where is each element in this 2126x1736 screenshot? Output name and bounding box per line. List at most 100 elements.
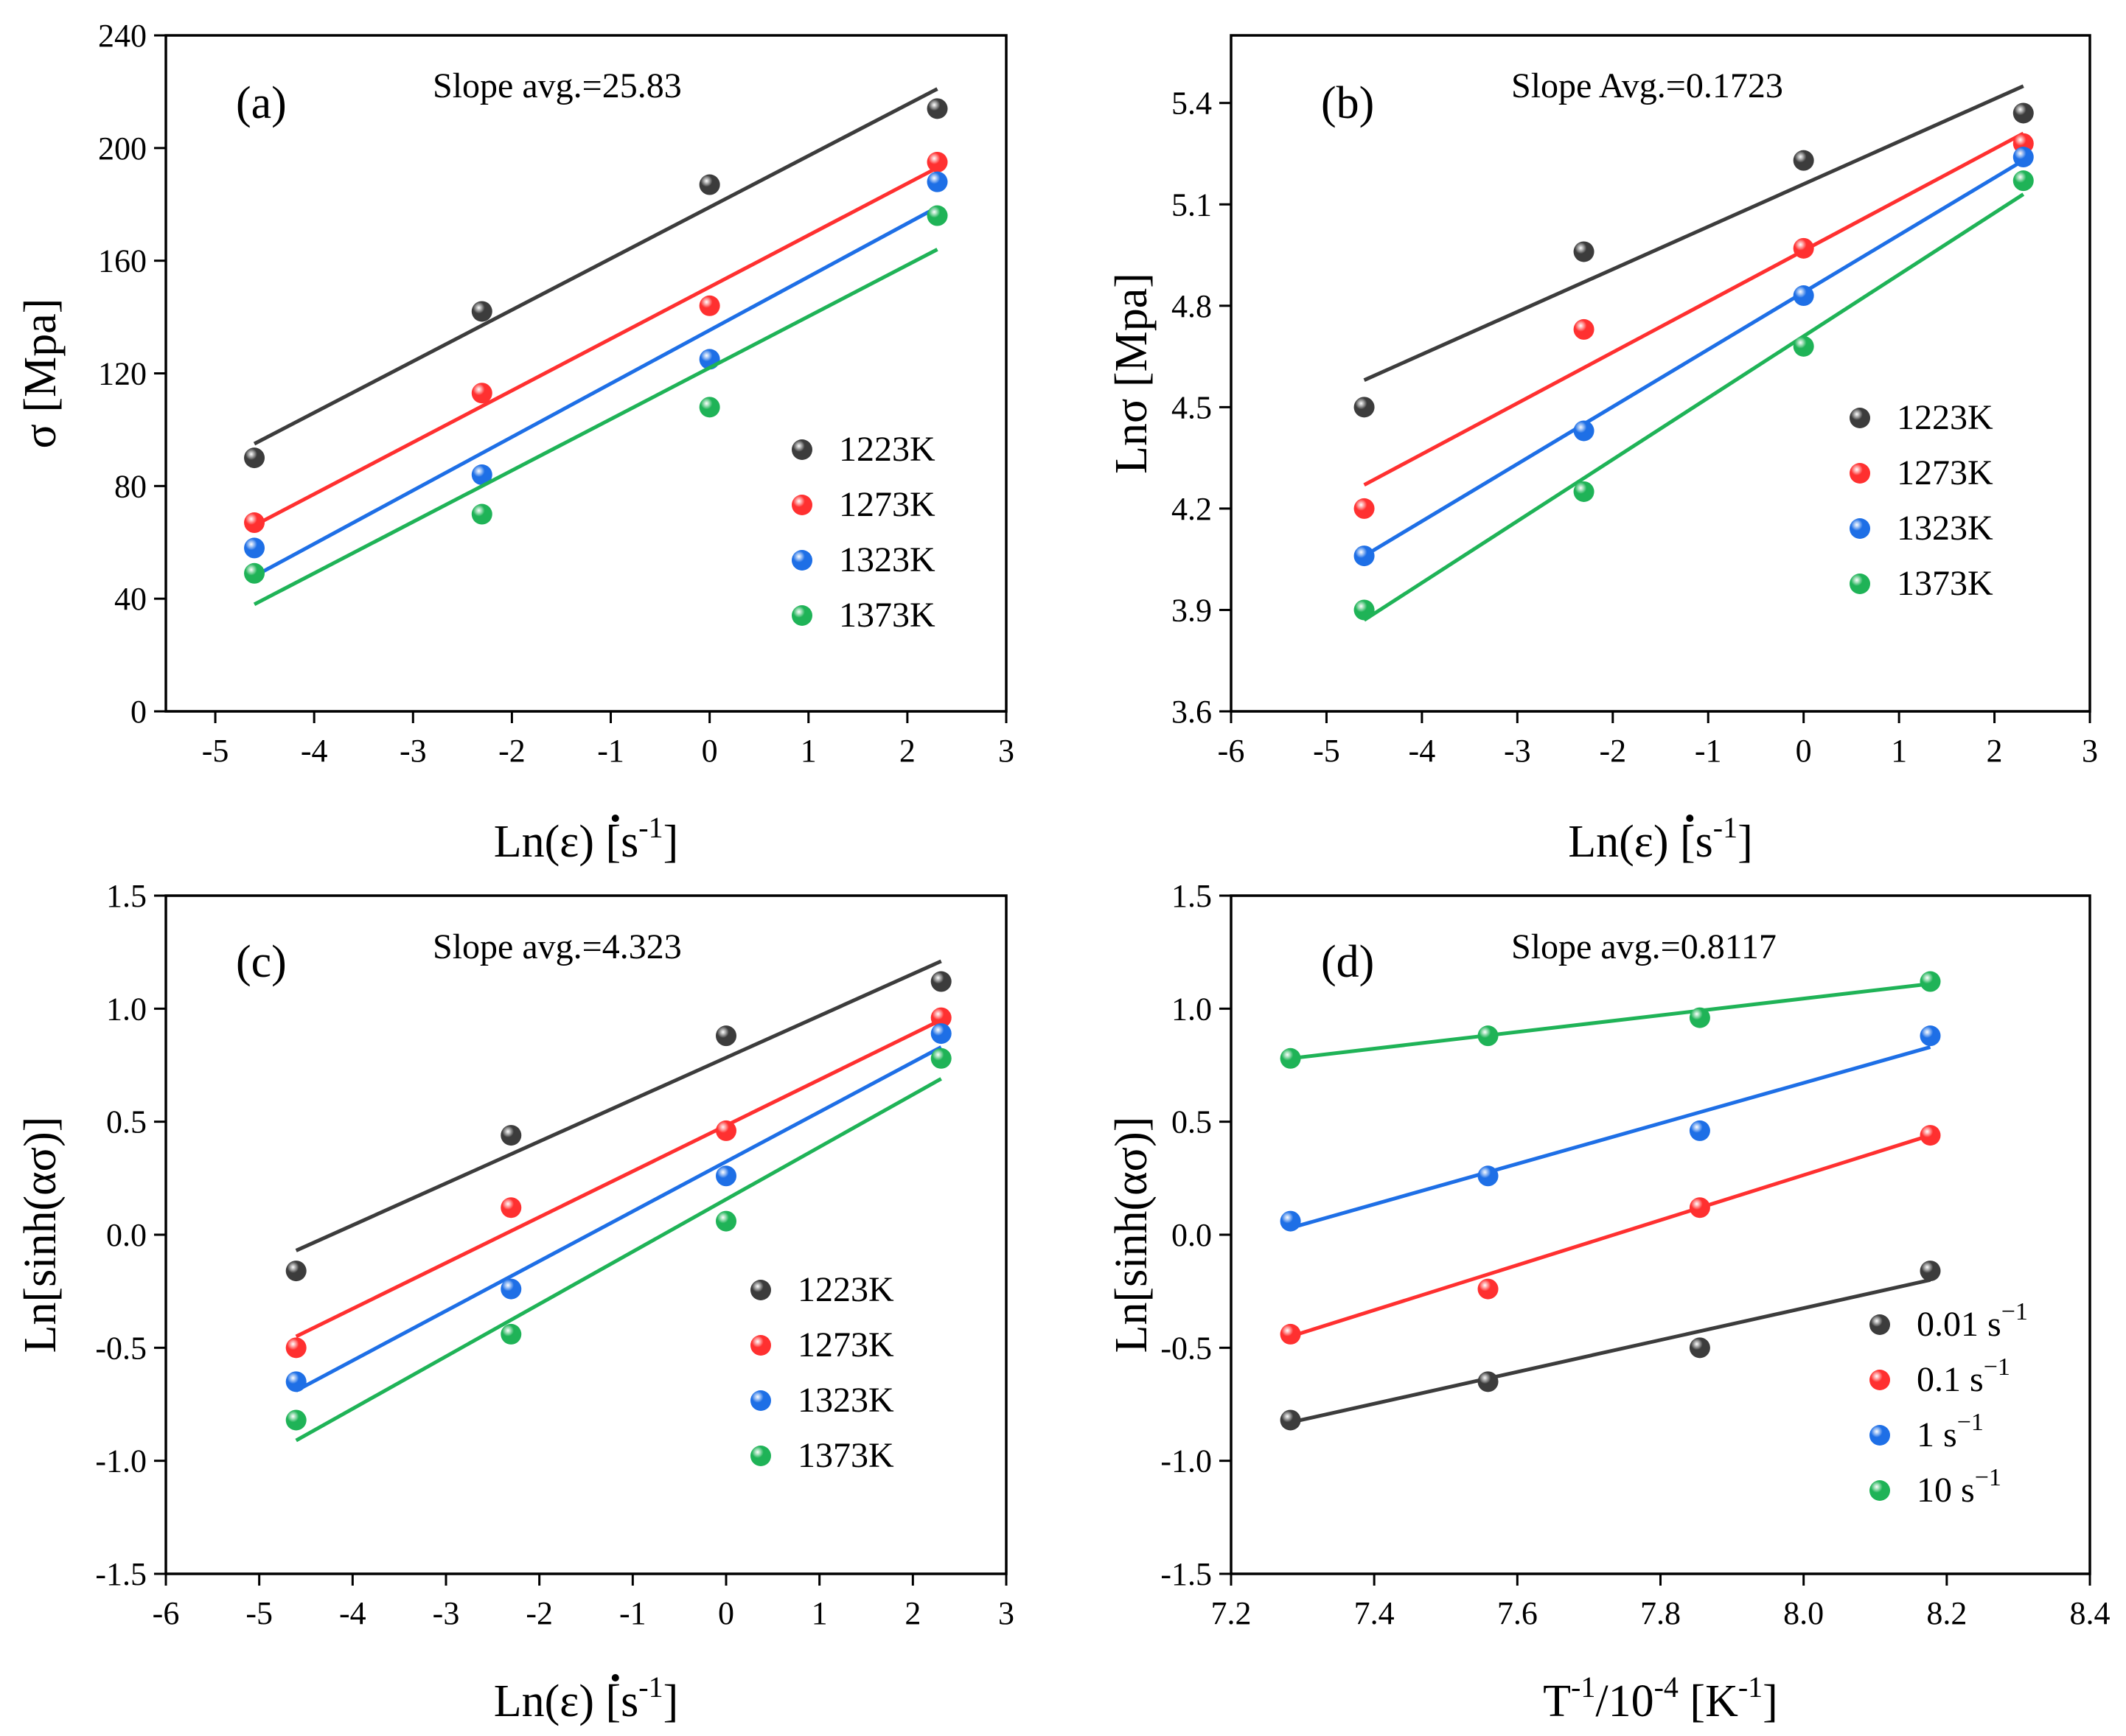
y-axis-label: Lnσ [Mpa] [1106,273,1157,474]
x-tick-label: 8.0 [1783,1595,1824,1631]
legend-label: 1273K [839,485,935,524]
legend-label: 0.1 s−1 [1917,1353,2010,1399]
data-point [1477,1371,1499,1392]
data-point [285,1337,307,1359]
fit-line [1363,84,2024,382]
legend-marker [792,495,812,515]
data-point [699,295,720,316]
data-point [930,971,952,992]
legend-label: 1323K [1897,509,1993,548]
slope-annotation: Slope avg.=25.83 [433,66,682,105]
y-tick-label: 5.4 [1171,86,1212,122]
data-point [1920,971,1941,992]
series-1 [1280,1261,1941,1431]
series-4 [1353,170,2034,622]
x-axis-label: Ln(ε) [s-1] [1568,811,1752,867]
data-point [471,301,492,322]
y-tick-label: 4.2 [1171,491,1212,527]
legend-label: 0.01 s−1 [1917,1298,2028,1344]
legend-marker [1869,1425,1890,1446]
series-4 [1280,971,1941,1069]
x-tick-label: -2 [526,1595,553,1631]
panel-label: (c) [236,937,287,987]
y-tick-label: -1.5 [95,1556,147,1592]
fit-line [253,205,938,578]
data-point [1477,1165,1499,1187]
y-tick-label: 0 [130,694,147,730]
x-tick-label: -2 [498,733,526,769]
data-point [1920,1025,1941,1047]
legend-label: 1223K [839,430,935,469]
x-tick-label: -1 [619,1595,646,1631]
data-point [1353,498,1375,519]
x-tick-label: 0 [702,733,718,769]
legend-marker [750,1280,771,1300]
x-tick-label: 3 [2082,733,2098,769]
data-point [927,151,948,172]
data-point [927,171,948,192]
data-point [285,1409,307,1431]
data-point [1573,241,1594,262]
panel-label: (b) [1321,78,1374,128]
x-tick-label: -4 [1409,733,1436,769]
y-tick-label: -0.5 [95,1330,147,1366]
series-2 [1280,1125,1941,1345]
x-tick-label: -3 [400,733,427,769]
series-2 [244,151,948,534]
slope-annotation: Slope Avg.=0.1723 [1511,66,1783,105]
legend: 1223K 1273K 1323K 1373K [792,430,935,635]
x-tick-label: 7.6 [1497,1595,1538,1631]
y-axis-label: Ln[sinh(ασ)] [1106,1117,1157,1353]
x-tick-label: 7.8 [1640,1595,1681,1631]
legend-label: 1223K [1897,398,1993,437]
y-tick-label: 4.5 [1171,389,1212,425]
legend: 1223K 1273K 1323K 1373K [750,1270,894,1475]
x-tick-label: 8.4 [2070,1595,2111,1631]
fit-line [1363,158,2025,558]
panel-d: 7.2 7.4 7.6 7.8 8.0 8.2 8.4 -1.5 -1.0 -0.5 0.0 0.5 1… [1106,878,2111,1726]
y-tick-label: -1.5 [1160,1556,1212,1592]
panel-label: (a) [236,78,287,128]
legend-marker [792,439,812,460]
data-point [471,503,492,525]
x-tick-label: -3 [1504,733,1531,769]
y-tick-label: 80 [114,468,147,504]
fit-line [295,959,942,1252]
epsilon-dot [1686,815,1694,822]
data-point [1920,1261,1941,1282]
epsilon-dot [611,1674,619,1681]
y-tick-label: 4.8 [1171,288,1212,324]
legend-label: 1273K [798,1325,894,1364]
y-tick-label: 3.9 [1171,592,1212,628]
x-tick-label: -5 [1313,733,1340,769]
fit-line [1289,1133,1931,1339]
fit-line [253,166,938,528]
data-point [244,447,265,469]
legend-marker [1869,1480,1890,1501]
data-point [285,1371,307,1392]
data-point [501,1125,522,1146]
data-point [1793,285,1814,307]
y-tick-label: 5.1 [1171,187,1212,223]
x-tick-label: -5 [202,733,229,769]
data-point [244,537,265,559]
data-point [930,1007,952,1028]
x-axis-label: T-1/10-4 [K-1] [1543,1670,1778,1726]
legend-marker [1850,463,1870,484]
y-tick-label: 0.0 [1171,1217,1212,1253]
fit-line [1289,1045,1931,1230]
x-tick-label: -1 [1695,733,1722,769]
x-tick-label: -5 [245,1595,273,1631]
legend-label: 1373K [839,596,935,635]
data-point [1689,1120,1710,1141]
series-3 [244,171,948,578]
fit-line [295,1077,942,1443]
series-3 [1353,147,2034,567]
series-1 [285,959,952,1282]
legend-marker [750,1390,771,1411]
x-tick-label: 3 [998,1595,1014,1631]
data-point [716,1120,736,1141]
data-point [1573,318,1594,340]
x-tick-label: -1 [597,733,624,769]
series-3 [285,1023,952,1392]
